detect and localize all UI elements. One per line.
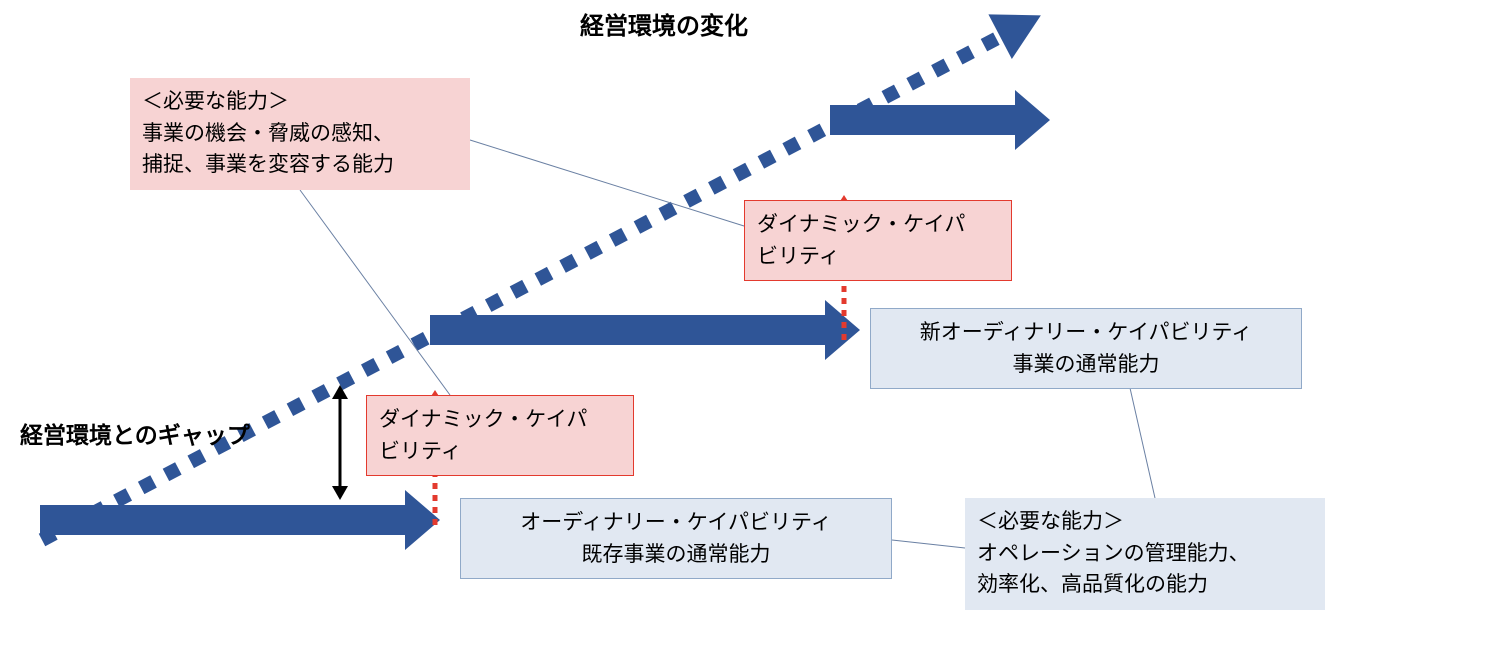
pink-line1: ＜必要な能力＞ [142, 86, 458, 118]
pink-callout-box: ＜必要な能力＞ 事業の機会・脅威の感知、 捕捉、事業を変容する能力 [130, 78, 470, 190]
gap-label: 経営環境とのギャップ [20, 416, 250, 450]
dynamic-capability-box-1: ダイナミック・ケイパ ビリティ [366, 395, 634, 476]
ord-line1: オーディナリー・ケイパビリティ [473, 507, 879, 539]
gap-text: 経営環境とのギャップ [20, 422, 250, 448]
pink-line3: 捕捉、事業を変容する能力 [142, 149, 458, 181]
title-label: 経営環境の変化 [580, 6, 748, 41]
new-line2: 事業の通常能力 [883, 349, 1289, 381]
pink-line2: 事業の機会・脅威の感知、 [142, 118, 458, 150]
d2-line1: ダイナミック・ケイパ [757, 209, 999, 241]
dynamic-capability-box-2: ダイナミック・ケイパ ビリティ [744, 200, 1012, 281]
blue-callout-box: ＜必要な能力＞ オペレーションの管理能力、 効率化、高品質化の能力 [965, 498, 1325, 610]
new-line1: 新オーディナリー・ケイパビリティ [883, 317, 1289, 349]
blue-line3: 効率化、高品質化の能力 [977, 569, 1313, 601]
blue-line2: オペレーションの管理能力、 [977, 538, 1313, 570]
title-text: 経営環境の変化 [580, 13, 748, 40]
ord-line2: 既存事業の通常能力 [473, 539, 879, 571]
diagram-canvas: 経営環境の変化 経営環境とのギャップ ＜必要な能力＞ 事業の機会・脅威の感知、 … [0, 0, 1500, 660]
d1-line2: ビリティ [379, 436, 621, 468]
ordinary-capability-box: オーディナリー・ケイパビリティ 既存事業の通常能力 [460, 498, 892, 579]
d2-line2: ビリティ [757, 241, 999, 273]
blue-line1: ＜必要な能力＞ [977, 506, 1313, 538]
new-ordinary-capability-box: 新オーディナリー・ケイパビリティ 事業の通常能力 [870, 308, 1302, 389]
d1-line1: ダイナミック・ケイパ [379, 404, 621, 436]
